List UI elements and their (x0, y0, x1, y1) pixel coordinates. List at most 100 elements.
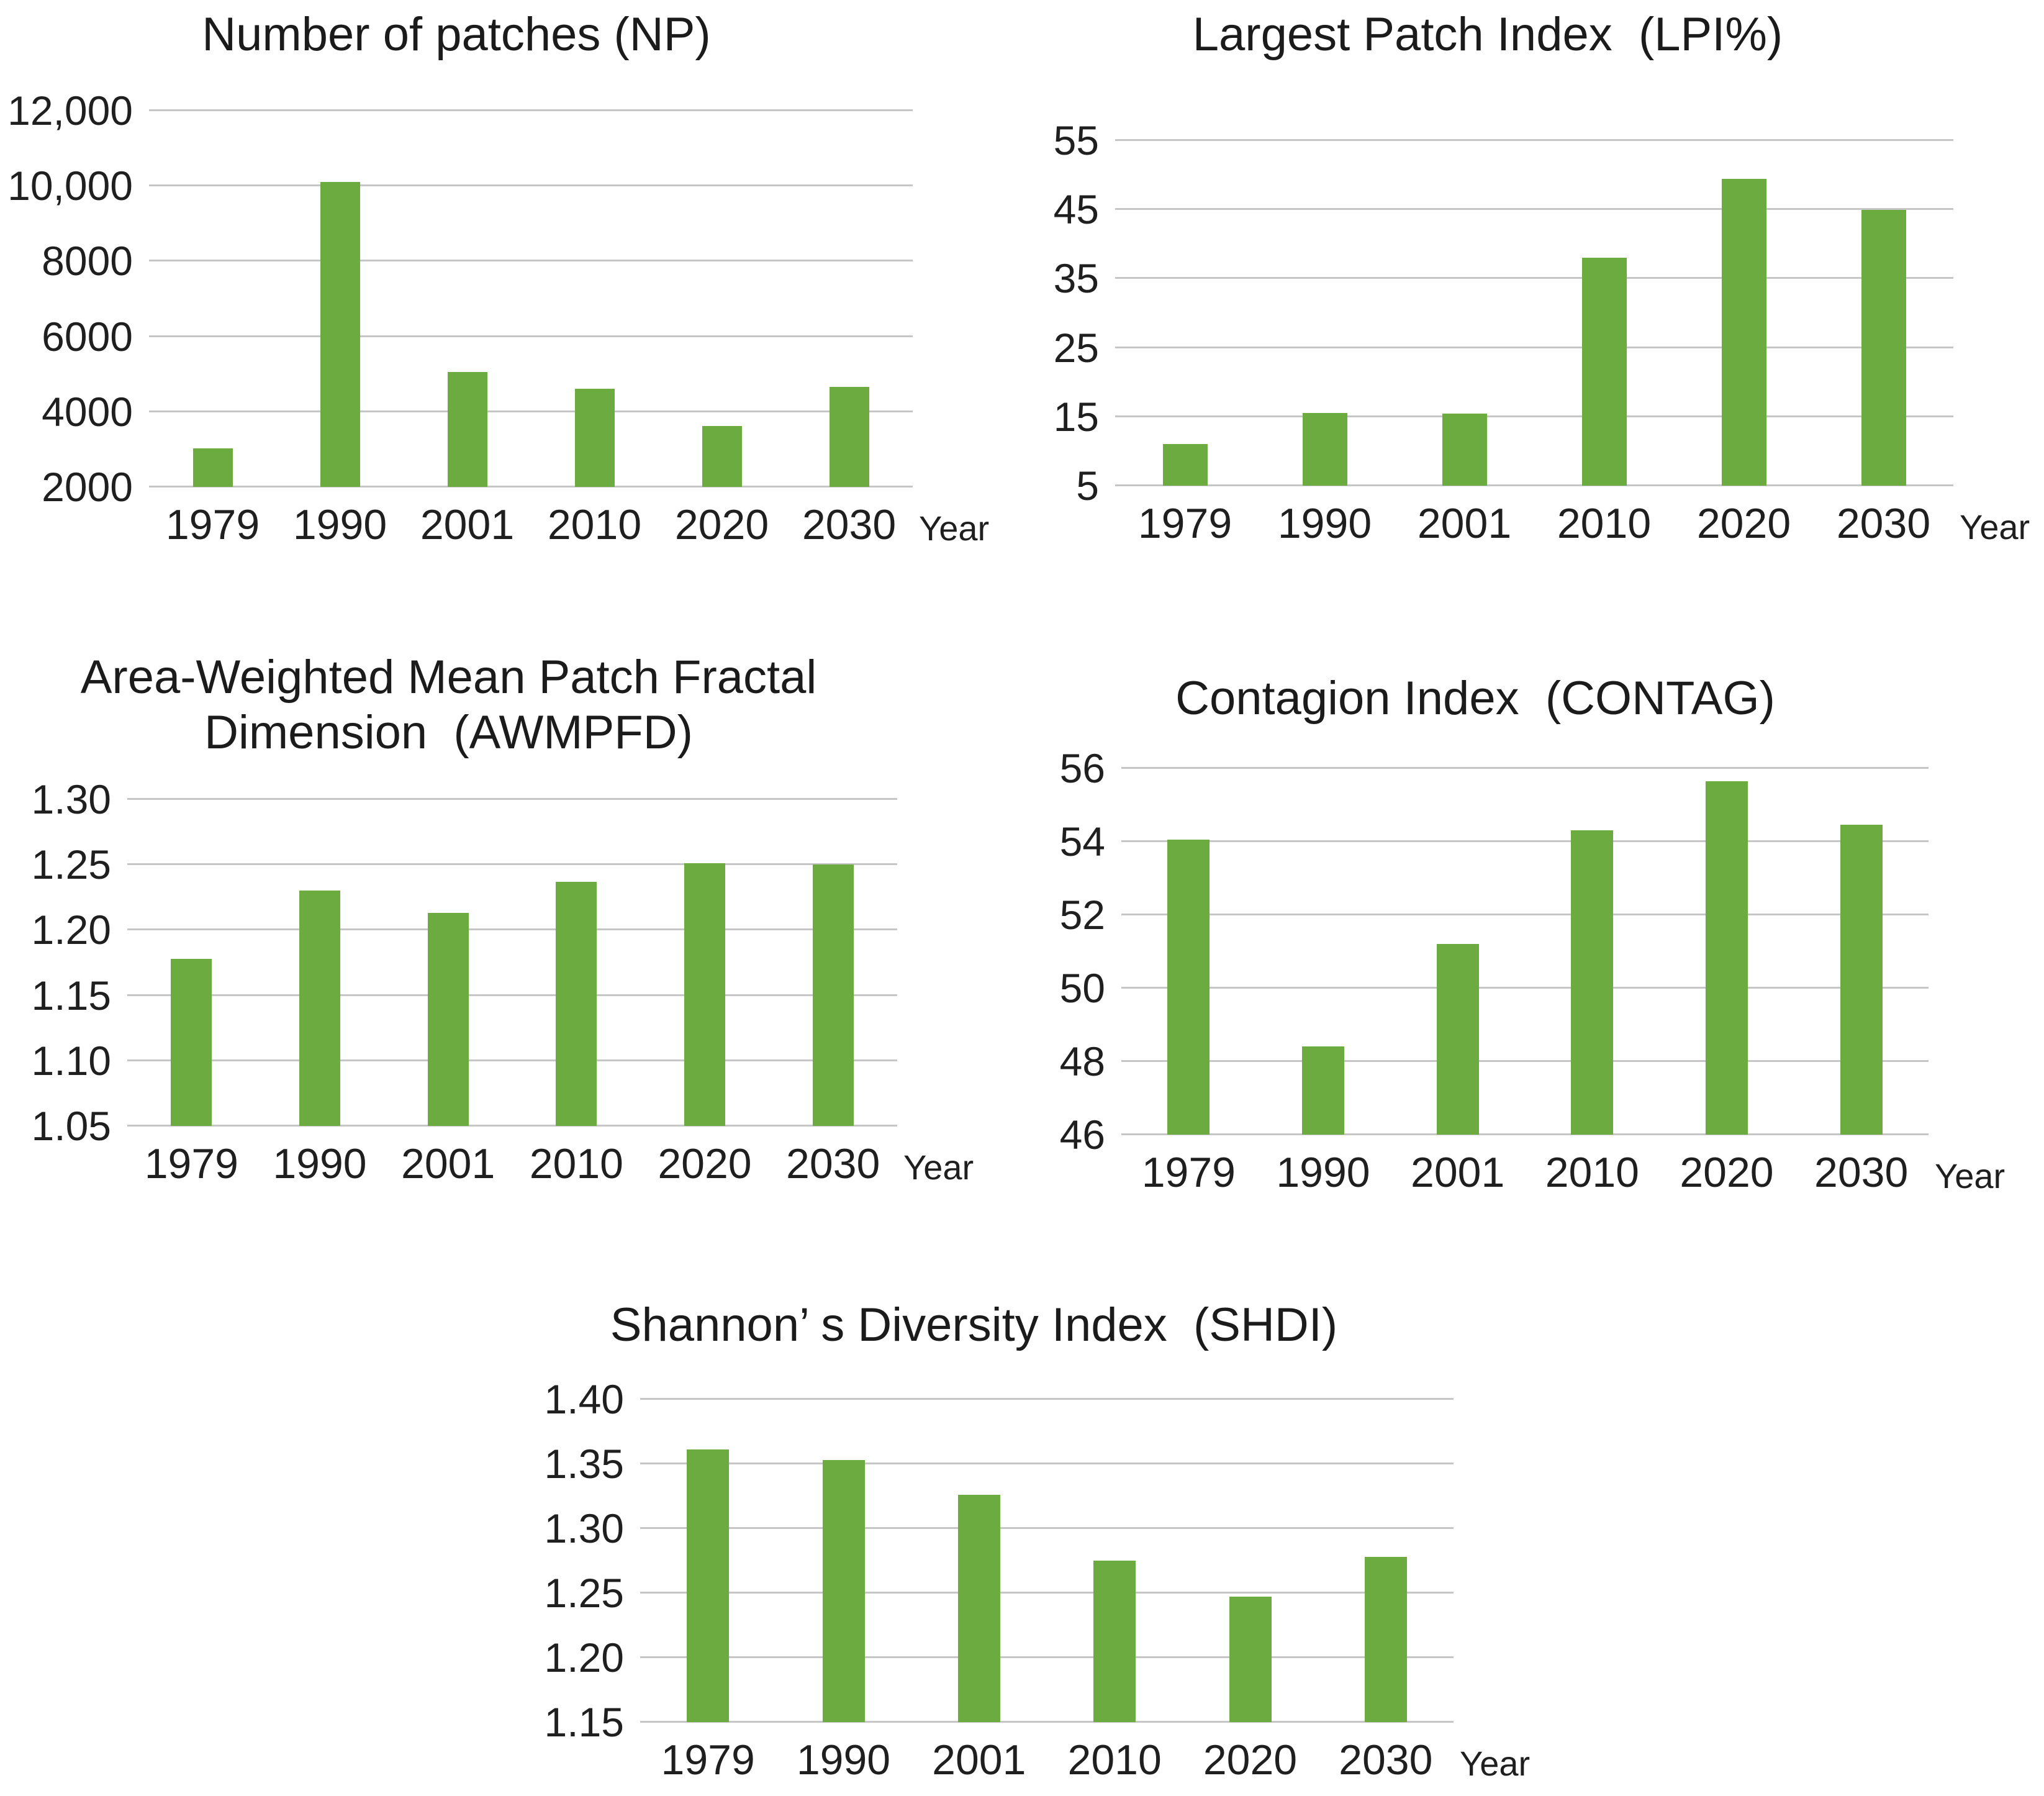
bar-2030 (829, 386, 869, 487)
y-tick-label: 48 (1059, 1038, 1105, 1084)
x-tick-label: 2001 (1411, 1149, 1505, 1196)
x-tick-label: 2030 (1814, 1149, 1909, 1196)
gridline (640, 1463, 1454, 1464)
y-tick-label: 35 (1053, 255, 1099, 302)
x-axis: 1979 1990 2001 2010 2020 2030 Year (1115, 501, 2044, 563)
gridline (1121, 1133, 1929, 1135)
bar-2001 (427, 913, 469, 1126)
y-tick-label: 56 (1059, 745, 1105, 791)
bar-2010 (1581, 258, 1627, 486)
gridline (1121, 767, 1929, 769)
y-tick-label: 1.15 (31, 972, 111, 1018)
x-tick-label: 2010 (529, 1140, 623, 1187)
y-tick-label: 1.30 (544, 1505, 624, 1551)
bar-2001 (1436, 944, 1479, 1135)
x-tick-label: 2020 (658, 1140, 752, 1187)
y-tick-label: 1.35 (544, 1441, 624, 1487)
chart-row-bottom: Shannon’ s Diversity Index (SHDI) 1.15 1.… (0, 1264, 2044, 1796)
y-tick-label: 55 (1053, 117, 1099, 163)
gridline (1115, 277, 1953, 279)
y-tick-label: 1.10 (31, 1037, 111, 1084)
bar-1990 (822, 1459, 865, 1722)
gridline (1121, 1060, 1929, 1062)
x-tick-label: 1990 (1276, 1149, 1370, 1196)
y-tick-label: 1.25 (31, 841, 111, 888)
y-tick-label: 1.20 (31, 907, 111, 953)
bar-2001 (1442, 414, 1487, 486)
chart-canvas-shdi: 1.15 1.20 1.25 1.30 1.35 1.40 1979 1990 2001 2010… (494, 1379, 1565, 1796)
y-tick-label: 2000 (42, 464, 133, 510)
gridline (1115, 346, 1953, 348)
gridline (1115, 484, 1953, 486)
bar-2010 (1571, 830, 1614, 1135)
bar-1979 (1167, 840, 1210, 1135)
y-tick-label: 6000 (42, 313, 133, 360)
y-tick-label: 25 (1053, 324, 1099, 371)
x-axis: 1979 1990 2001 2010 2020 2030 Year (640, 1737, 1565, 1796)
x-axis: 1979 1990 2001 2010 2020 2030 Year (1121, 1150, 2040, 1212)
chart-title-awmpfd: Area-Weighted Mean Patch Fractal Dimensi… (80, 651, 817, 759)
y-tick-label: 52 (1059, 892, 1105, 938)
gridline (127, 928, 897, 931)
gridline (127, 994, 897, 996)
y-tick-label: 1.25 (544, 1570, 624, 1616)
gridline (640, 1721, 1454, 1723)
y-tick-label: 12,000 (7, 88, 133, 134)
chart-canvas-contag: 46 48 50 52 54 56 1979 1990 2001 2010 2020 2030 Year (1022, 748, 2040, 1212)
gridline (640, 1592, 1454, 1594)
x-tick-label: 1990 (796, 1736, 891, 1784)
x-tick-label: 2001 (932, 1736, 1026, 1784)
x-tick-label: 2020 (674, 501, 769, 548)
gridline (127, 798, 897, 800)
bar-2010 (556, 881, 597, 1126)
gridline (127, 1059, 897, 1061)
x-axis-title: Year (1935, 1156, 2006, 1195)
y-tick-label: 4000 (42, 388, 133, 435)
x-tick-label: 2010 (1067, 1736, 1162, 1784)
bar-1979 (171, 958, 212, 1126)
bar-2020 (1229, 1597, 1272, 1722)
y-tick-label: 50 (1059, 965, 1105, 1011)
gridline (149, 486, 913, 488)
x-tick-label: 2030 (1339, 1736, 1433, 1784)
bar-1990 (1302, 413, 1347, 486)
bar-1990 (1302, 1046, 1344, 1135)
chart-largest-patch-index: Largest Patch Index (LPI%) 5 15 25 35 45 55 19… (1022, 0, 2044, 581)
chart-row-middle: Area-Weighted Mean Patch Fractal Dimensi… (0, 581, 2044, 1264)
y-tick-label: 1.05 (31, 1103, 111, 1149)
chart-title-contag: Contagion Index (CONTAG) (1175, 672, 1775, 725)
gridline (149, 410, 913, 412)
y-tick-label: 1.20 (544, 1635, 624, 1680)
bar-1979 (192, 448, 233, 487)
x-tick-label: 1979 (1137, 500, 1232, 547)
chart-title-np: Number of patches (NP) (202, 8, 711, 61)
y-tick-label: 8000 (42, 238, 133, 284)
x-tick-label: 2010 (1545, 1149, 1639, 1196)
x-tick-label: 2020 (1203, 1736, 1298, 1784)
chart-title-lpi: Largest Patch Index (LPI%) (1192, 8, 1783, 61)
plot-area: 1.05 1.10 1.15 1.20 1.25 1.30 (32, 779, 897, 1146)
x-tick-label: 2030 (786, 1140, 880, 1187)
y-tick-label: 10,000 (7, 163, 133, 209)
chart-contagion-index: Contagion Index (CONTAG) 46 48 50 52 54 56 197… (1022, 581, 2044, 1264)
x-tick-label: 2030 (1836, 500, 1931, 547)
bar-2020 (1721, 179, 1766, 486)
gridline (149, 335, 913, 337)
x-tick-label: 2020 (1696, 500, 1791, 547)
plot-area: 2000 4000 6000 8000 10,000 12,000 (7, 90, 913, 507)
gridline (1121, 914, 1929, 915)
x-tick-label: 1979 (165, 501, 260, 548)
y-tick-label: 54 (1059, 819, 1105, 864)
gridline (149, 260, 913, 262)
bar-2020 (702, 425, 742, 487)
plot-area: 5 15 25 35 45 55 (1054, 120, 1953, 506)
x-tick-label: 1990 (273, 1140, 367, 1187)
x-tick-label: 1979 (144, 1140, 238, 1187)
x-tick-label: 2001 (401, 1140, 495, 1187)
bar-2010 (574, 389, 615, 487)
bar-2020 (1706, 781, 1748, 1135)
bar-2001 (957, 1494, 1000, 1722)
chart-row-top: Number of patches (NP) 2000 4000 6000 8000 1… (0, 0, 2044, 581)
gridline (1121, 987, 1929, 989)
